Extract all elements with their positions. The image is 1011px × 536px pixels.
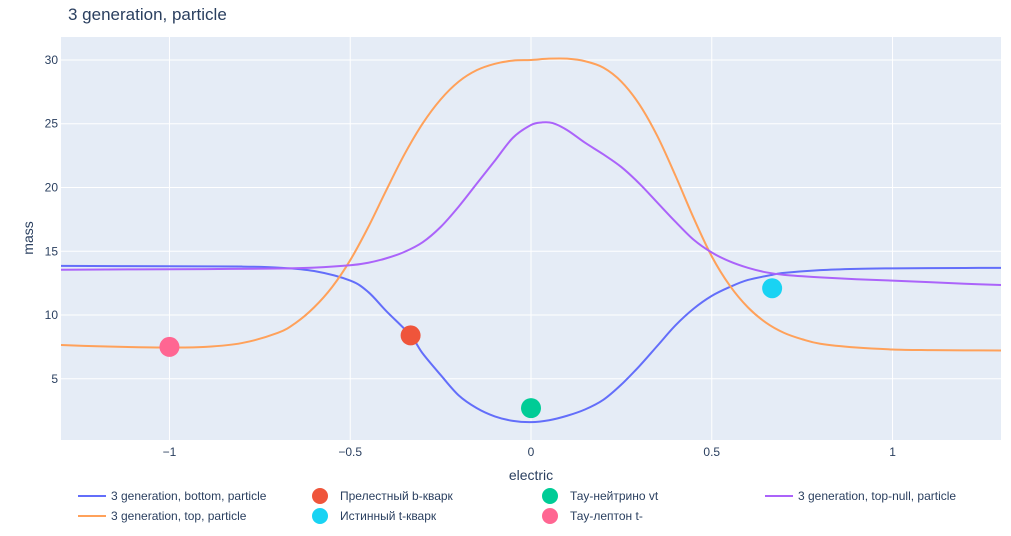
legend-swatch-marker (312, 488, 328, 504)
legend-item[interactable]: Тау-лептон t- (542, 508, 643, 524)
y-axis-label: mass (20, 221, 36, 254)
legend-item[interactable]: 3 generation, top, particle (78, 509, 247, 523)
x-tick-label: 0.5 (703, 445, 720, 459)
legend-item[interactable]: 3 generation, top-null, particle (765, 489, 956, 503)
legend-item[interactable]: Прелестный b-кварк (312, 488, 454, 504)
legend-swatch-marker (542, 508, 558, 524)
legend[interactable]: 3 generation, bottom, particle 3 generati… (78, 488, 956, 524)
y-tick-label: 20 (45, 180, 59, 194)
legend-label: Тау-нейтрино vt (570, 489, 659, 503)
y-tick-label: 25 (45, 117, 59, 131)
y-tick-label: 30 (45, 53, 59, 67)
x-axis-label: electric (509, 467, 553, 483)
legend-label: 3 generation, bottom, particle (111, 489, 267, 503)
series-lines (60, 57, 1002, 424)
chart-title: 3 generation, particle (68, 5, 227, 24)
line-3-generation-bottom-particle (60, 264, 1002, 424)
x-tick-label: −1 (163, 445, 177, 459)
series-markers (159, 278, 783, 419)
legend-swatch-marker (542, 488, 558, 504)
legend-label: Прелестный b-кварк (340, 489, 454, 503)
legend-label: Истинный t-кварк (340, 509, 437, 523)
y-tick-label: 5 (51, 372, 58, 386)
x-tick-label: −0.5 (338, 445, 362, 459)
legend-item[interactable]: 3 generation, bottom, particle (78, 489, 267, 503)
legend-label: 3 generation, top-null, particle (798, 489, 956, 503)
y-tick-label: 10 (45, 308, 59, 322)
y-tick-label: 15 (45, 244, 59, 258)
legend-label: Тау-лептон t- (570, 509, 643, 523)
marker-тау-лептон-t[interactable] (159, 336, 180, 357)
marker-прелестный-b-кварк[interactable] (400, 325, 421, 346)
x-tick-label: 1 (889, 445, 896, 459)
legend-item[interactable]: Тау-нейтрино vt (542, 488, 659, 504)
legend-label: 3 generation, top, particle (111, 509, 247, 523)
legend-item[interactable]: Истинный t-кварк (312, 508, 437, 524)
legend-swatch-marker (312, 508, 328, 524)
marker-истинный-t-кварк[interactable] (762, 278, 783, 299)
line-3-generation-top-particle (60, 57, 1002, 352)
marker-тау-нейтрино-vt[interactable] (521, 398, 541, 419)
line-3-generation-top-null-particle (60, 121, 1002, 287)
x-tick-label: 0 (528, 445, 535, 459)
